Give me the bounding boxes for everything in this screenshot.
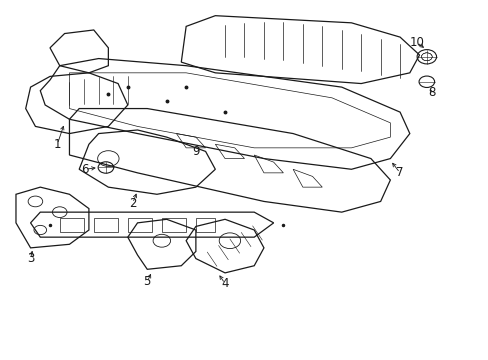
Text: 8: 8	[427, 86, 434, 99]
Text: 10: 10	[409, 36, 424, 49]
Bar	[94, 218, 118, 232]
Bar	[196, 218, 215, 232]
Text: 1: 1	[54, 138, 61, 151]
Text: 2: 2	[129, 197, 136, 210]
Bar	[127, 218, 152, 232]
Text: 6: 6	[81, 163, 89, 176]
Text: 7: 7	[396, 166, 403, 179]
Text: 5: 5	[143, 275, 151, 288]
Bar	[162, 218, 186, 232]
Text: 3: 3	[27, 252, 34, 265]
Bar	[60, 218, 84, 232]
Text: 4: 4	[221, 277, 228, 290]
Text: 9: 9	[192, 145, 199, 158]
